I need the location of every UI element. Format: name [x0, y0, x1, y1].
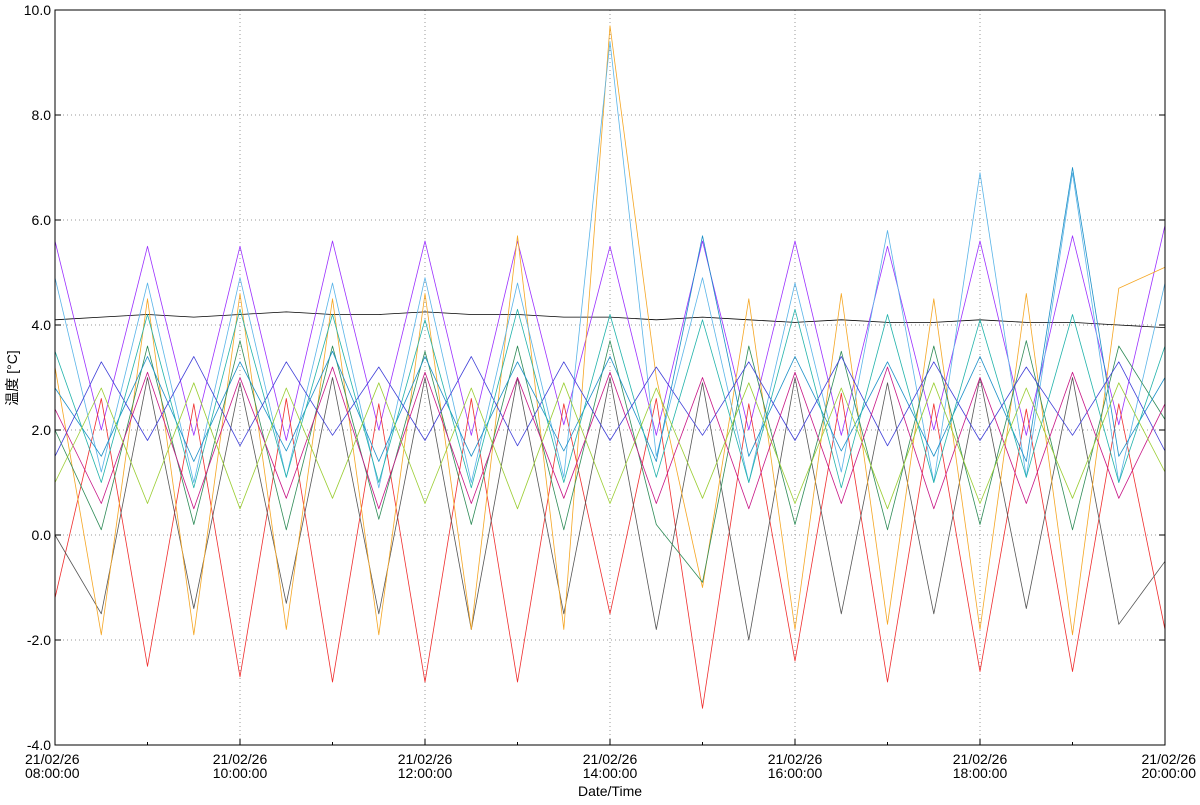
y-tick-label: 2.0 [32, 422, 52, 438]
x-tick-label-time: 14:00:00 [583, 765, 638, 781]
series-line [54, 340, 1166, 583]
series-line [54, 366, 1166, 510]
y-tick-label: -4.0 [27, 737, 51, 753]
x-axis-ticks: 21/02/2608:00:0021/02/2610:00:0021/02/26… [25, 739, 1196, 781]
series-line [54, 308, 1166, 489]
y-tick-label: 0.0 [32, 527, 52, 543]
x-tick-label-time: 16:00:00 [768, 765, 823, 781]
series-line [54, 377, 1166, 641]
series-line [54, 41, 1166, 489]
series-lines [54, 25, 1166, 709]
x-tick-label-time: 10:00:00 [213, 765, 268, 781]
grid-lines [55, 10, 1165, 745]
x-tick-label-date: 21/02/26 [953, 751, 1008, 767]
x-axis-label: Date/Time [578, 783, 642, 799]
x-tick-label-date: 21/02/26 [768, 751, 823, 767]
x-tick-label-date: 21/02/26 [25, 751, 80, 767]
y-tick-label: 8.0 [32, 107, 52, 123]
x-tick-label-date: 21/02/26 [398, 751, 453, 767]
y-tick-label: 4.0 [32, 317, 52, 333]
series-line [54, 392, 1166, 709]
series-line [54, 356, 1166, 457]
y-tick-label: 6.0 [32, 212, 52, 228]
series-line [54, 382, 1166, 510]
y-axis-label: 温度 [°C] [4, 350, 20, 405]
x-tick-label-time: 08:00:00 [25, 765, 80, 781]
x-tick-label-date: 21/02/26 [1142, 751, 1197, 767]
x-tick-label-time: 20:00:00 [1142, 765, 1197, 781]
y-tick-label: 10.0 [24, 2, 51, 18]
x-tick-label-time: 12:00:00 [398, 765, 453, 781]
series-line [54, 25, 1166, 636]
x-tick-label-time: 18:00:00 [953, 765, 1008, 781]
series-line [54, 167, 1166, 462]
series-line [54, 225, 1166, 441]
x-tick-label-date: 21/02/26 [213, 751, 268, 767]
x-tick-label-date: 21/02/26 [583, 751, 638, 767]
y-axis-ticks: -4.0 -2.0 0.0 2.0 4.0 6.0 8.0 10.0 [24, 2, 1165, 753]
y-tick-label: -2.0 [27, 632, 51, 648]
